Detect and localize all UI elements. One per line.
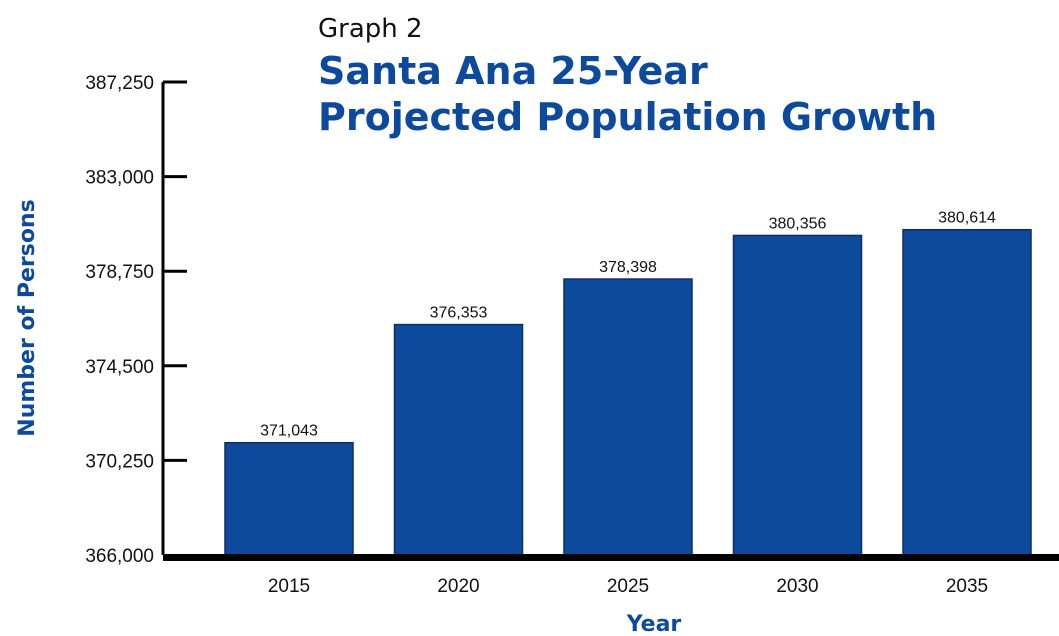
bar: [902, 228, 1032, 556]
y-tick-label: 378,750: [85, 262, 154, 283]
y-tick-label: 374,500: [85, 357, 154, 378]
bar: [563, 278, 693, 556]
bar: [732, 234, 863, 556]
x-tick-label: 2025: [607, 576, 649, 597]
chart-title-line-2: Projected Population Growth: [318, 95, 937, 139]
x-axis-label: Year: [626, 612, 682, 636]
bar: [224, 441, 354, 556]
x-tick-label: 2015: [268, 576, 310, 597]
bar: [393, 323, 524, 556]
y-axis-label: Number of Persons: [15, 199, 40, 436]
y-tick-label: 387,250: [85, 73, 154, 94]
plot-area: 366,000 370,250 374,500 378,750 383,000 387,2…: [85, 73, 1059, 597]
bar-value-label: 380,356: [769, 215, 827, 232]
chart-title-line-1: Santa Ana 25-Year: [318, 49, 708, 93]
y-tick-label: 366,000: [85, 546, 154, 567]
y-tick-label: 370,250: [85, 451, 154, 472]
bar-value-label: 380,614: [938, 210, 996, 227]
bar-value-label: 376,353: [430, 305, 488, 322]
x-tick-label: 2030: [776, 576, 818, 597]
y-tick-label: 383,000: [85, 168, 154, 189]
x-tick-label: 2020: [437, 576, 479, 597]
chart-supertitle: Graph 2: [318, 14, 423, 44]
x-tick-label: 2035: [946, 576, 988, 597]
bar-value-label: 378,398: [599, 259, 657, 276]
x-axis-baseline: [163, 554, 1059, 561]
bar-value-label: 371,043: [260, 423, 318, 440]
